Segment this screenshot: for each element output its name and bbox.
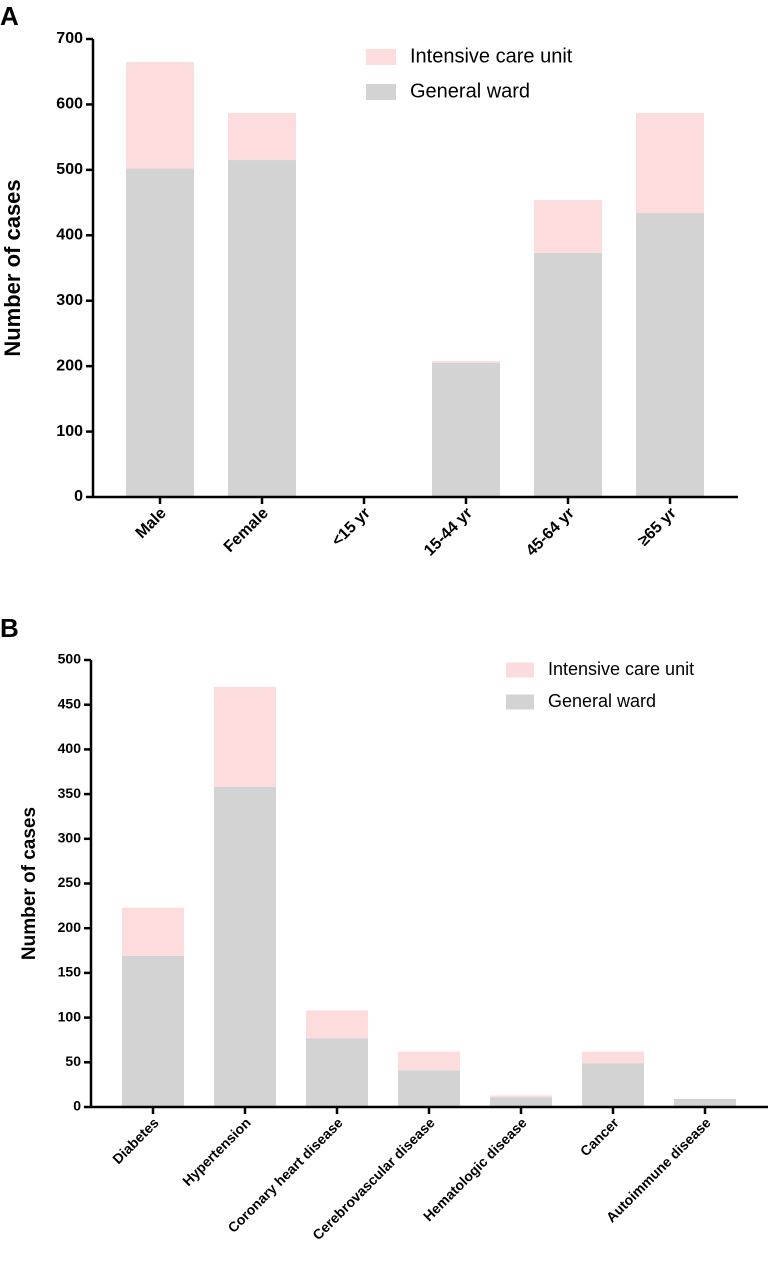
y-tick-label: 400 [58, 740, 82, 756]
y-tick-label: 300 [58, 830, 82, 846]
panel-label: B [0, 613, 19, 643]
legend-swatch [366, 84, 396, 100]
bar-segment [306, 1010, 368, 1039]
y-tick-label: 100 [58, 1008, 82, 1024]
x-tick-label: Diabetes [109, 1114, 162, 1167]
bar-segment [122, 907, 184, 956]
bar-segment [432, 362, 500, 497]
y-tick-label: 200 [56, 357, 83, 374]
bar-segment [228, 112, 296, 161]
y-tick-label: 300 [56, 292, 83, 309]
x-tick-label: 45-64 yr [523, 505, 578, 560]
legend-label: Intensive care unit [548, 659, 694, 679]
bar-segment [674, 1098, 736, 1107]
y-tick-label: 50 [65, 1053, 81, 1069]
bar-segment [398, 1070, 460, 1107]
bar-segment [214, 686, 276, 787]
bar-segment [306, 1038, 368, 1107]
y-tick-label: 200 [58, 919, 82, 935]
bar-segment [122, 955, 184, 1107]
y-tick-label: 0 [74, 488, 83, 505]
legend-label: General ward [548, 691, 656, 711]
y-tick-label: 700 [56, 30, 83, 47]
bar-segment [432, 360, 500, 363]
bar-segment [126, 61, 194, 169]
y-tick-label: 500 [58, 651, 82, 667]
y-tick-label: 0 [73, 1098, 81, 1114]
bar-segment [582, 1063, 644, 1107]
x-tick-label: Cancer [577, 1114, 622, 1159]
x-tick-label: Hematologic disease [420, 1114, 530, 1224]
bar-segment [228, 160, 296, 498]
legend-swatch [506, 662, 534, 678]
bar-segment [582, 1051, 644, 1064]
y-axis-title: Number of cases [0, 179, 25, 356]
bar-segment [636, 213, 704, 498]
bar-segment [214, 786, 276, 1107]
x-tick-label: <15 yr [329, 505, 374, 550]
bar-segment [398, 1051, 460, 1071]
x-tick-label: 15-44 yr [421, 505, 476, 560]
y-tick-label: 400 [56, 227, 83, 244]
x-tick-label: Autoimmune disease [603, 1114, 714, 1225]
y-tick-label: 150 [58, 964, 82, 980]
y-axis-title: Number of cases [19, 807, 40, 960]
y-tick-label: 100 [56, 423, 83, 440]
bar-segment [490, 1097, 552, 1107]
y-tick-label: 450 [58, 695, 82, 711]
bar-segment [126, 168, 194, 497]
bar-segment [636, 112, 704, 214]
legend-swatch [366, 49, 396, 65]
x-tick-label: ≥65 yr [635, 505, 680, 550]
x-tick-label: Female [221, 505, 272, 556]
legend-label: General ward [410, 80, 530, 102]
y-tick-label: 350 [58, 785, 82, 801]
x-tick-label: Hypertension [179, 1114, 254, 1189]
bar-segment [534, 199, 602, 253]
y-tick-label: 600 [56, 96, 83, 113]
panel-label: A [0, 1, 19, 31]
legend-swatch [506, 694, 534, 710]
legend-label: Intensive care unit [410, 45, 573, 67]
x-tick-label: Male [133, 505, 170, 542]
bar-segment [490, 1095, 552, 1098]
bar-segment [534, 252, 602, 497]
y-tick-label: 250 [58, 874, 82, 890]
y-tick-label: 500 [56, 161, 83, 178]
